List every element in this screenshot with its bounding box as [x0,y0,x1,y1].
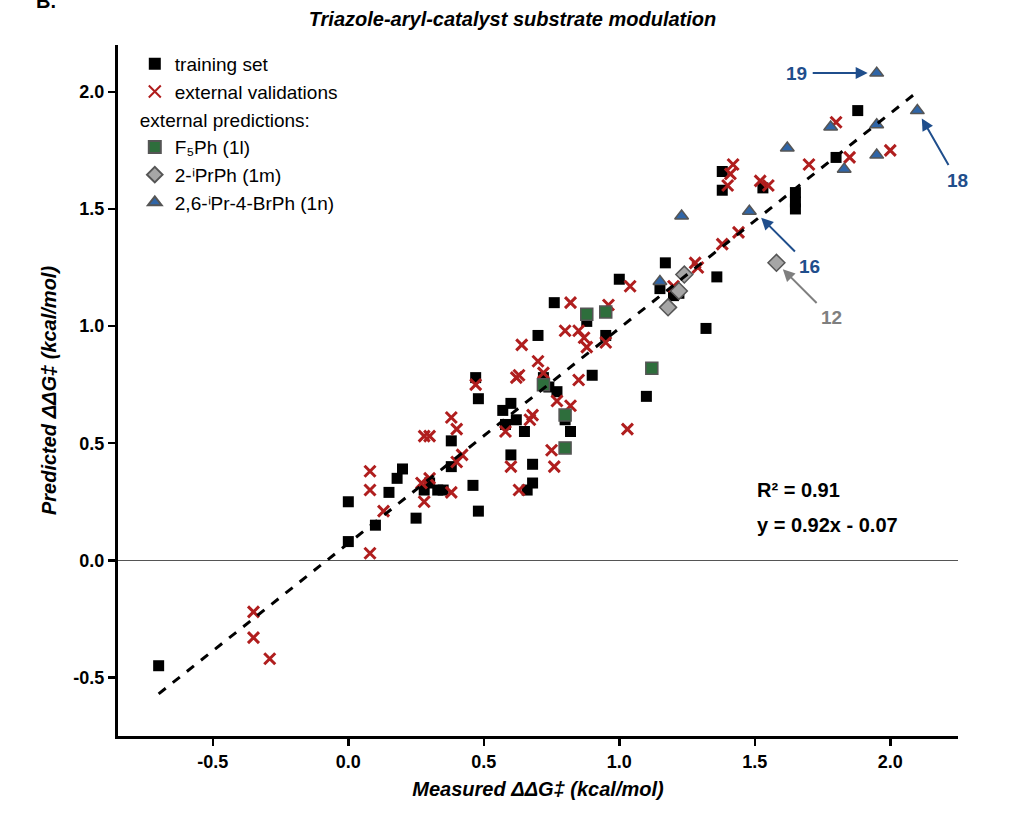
svg-text:16: 16 [799,256,820,277]
svg-text:2-ⁱPrPh (1m): 2-ⁱPrPh (1m) [175,165,281,186]
svg-text:Measured ΔΔG‡ (kcal/mol): Measured ΔΔG‡ (kcal/mol) [412,778,664,800]
svg-text:Predicted ΔΔG‡ (kcal/mol): Predicted ΔΔG‡ (kcal/mol) [38,266,60,515]
svg-text:external validations: external validations [175,82,338,103]
svg-text:18: 18 [947,170,968,191]
svg-text:B.: B. [36,0,56,12]
svg-text:2.0: 2.0 [878,752,903,772]
svg-text:F₅Ph (1l): F₅Ph (1l) [175,137,250,158]
svg-text:Triazole-aryl-catalyst substra: Triazole-aryl-catalyst substrate modulat… [309,8,717,30]
svg-text:1.0: 1.0 [607,752,632,772]
svg-text:2,6-ⁱPr-4-BrPh (1n): 2,6-ⁱPr-4-BrPh (1n) [175,193,334,214]
svg-text:-0.5: -0.5 [73,668,104,688]
svg-text:1.5: 1.5 [742,752,767,772]
svg-text:y = 0.92x - 0.07: y = 0.92x - 0.07 [757,514,898,536]
svg-text:19: 19 [786,63,807,84]
svg-text:12: 12 [821,307,842,328]
svg-text:0.5: 0.5 [471,752,496,772]
svg-text:1.0: 1.0 [79,316,104,336]
svg-text:2.0: 2.0 [79,82,104,102]
svg-text:1.5: 1.5 [79,199,104,219]
svg-text:0.0: 0.0 [79,551,104,571]
svg-text:0.0: 0.0 [336,752,361,772]
svg-text:R² = 0.91: R² = 0.91 [757,479,840,501]
svg-text:training set: training set [175,54,269,75]
svg-text:0.5: 0.5 [79,434,104,454]
svg-text:external predictions:: external predictions: [140,110,310,131]
svg-text:-0.5: -0.5 [197,752,228,772]
